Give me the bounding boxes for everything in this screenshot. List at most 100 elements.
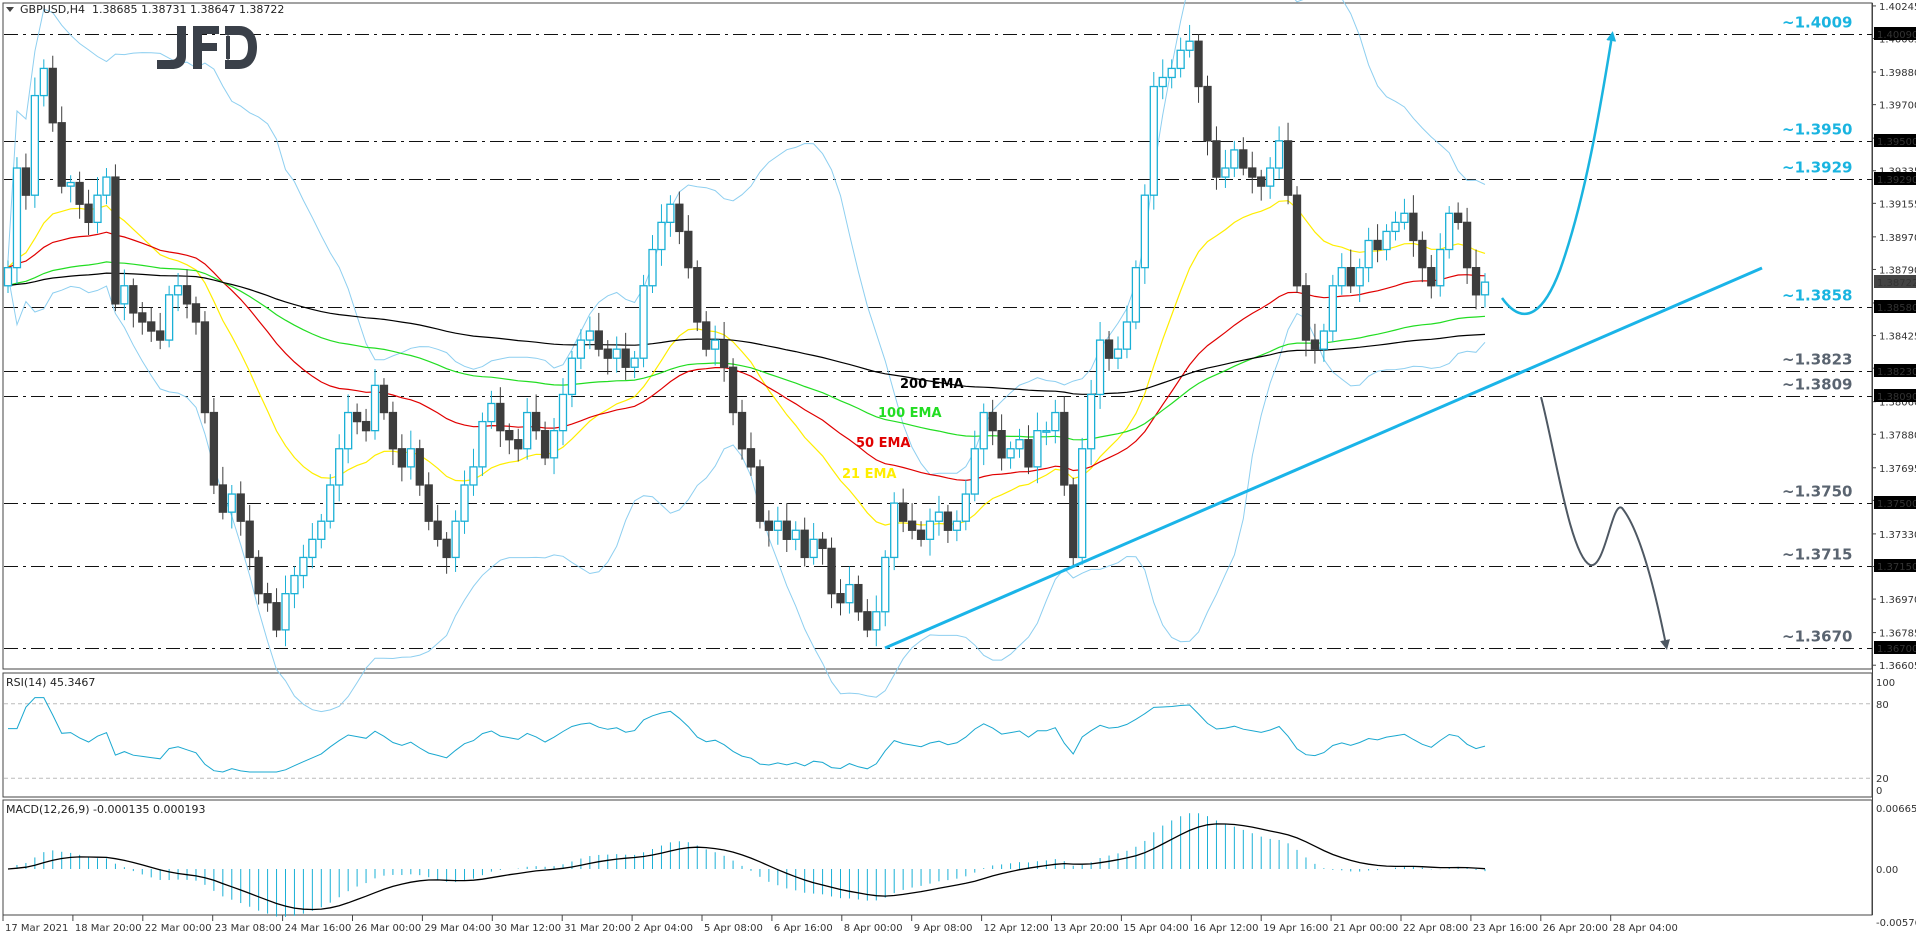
level-price-tag bbox=[1874, 172, 1916, 185]
candle-bear bbox=[84, 189, 93, 236]
time-tick: 9 Apr 08:00 bbox=[914, 923, 973, 934]
candle-bear bbox=[1069, 477, 1078, 567]
candle-bull bbox=[1176, 37, 1185, 78]
candle-bear bbox=[1060, 396, 1069, 496]
candle-bear bbox=[1427, 254, 1436, 299]
ema21-line bbox=[7, 200, 1486, 526]
candle-bear bbox=[1373, 224, 1382, 263]
candle-bear bbox=[800, 517, 809, 567]
candle-bear bbox=[1257, 169, 1266, 201]
candle-bull bbox=[460, 470, 469, 534]
candlesticks bbox=[3, 24, 1490, 647]
time-tick: 18 Mar 20:00 bbox=[75, 923, 142, 934]
candle-bear bbox=[1024, 425, 1033, 475]
candle-bull bbox=[1480, 273, 1490, 308]
candle-bull bbox=[1266, 157, 1275, 199]
rsi-indicator: 80 20 100 0 bbox=[4, 678, 1895, 797]
candle-bear bbox=[21, 153, 31, 210]
level-price-tag-text: 1.38580 bbox=[1877, 303, 1916, 314]
candle-bear bbox=[272, 588, 281, 638]
macd-tick: 0.006654 bbox=[1876, 804, 1916, 815]
candle-bull bbox=[970, 430, 979, 502]
rsi-tick: 0 bbox=[1876, 786, 1882, 797]
price-tick: 1.39700 bbox=[1879, 101, 1916, 112]
price-tick: 1.37330 bbox=[1879, 530, 1916, 541]
candle-bear bbox=[397, 434, 407, 482]
candle-bull bbox=[1400, 198, 1409, 230]
candle-bull bbox=[1337, 253, 1346, 295]
candle-bear bbox=[702, 311, 711, 357]
level-price-tag-text: 1.38230 bbox=[1877, 367, 1916, 378]
candle-bear bbox=[1409, 195, 1418, 257]
candle-bull bbox=[1230, 140, 1239, 178]
candle-bull bbox=[1015, 428, 1024, 458]
candle-bear bbox=[209, 398, 219, 495]
candle-bull bbox=[1319, 323, 1329, 362]
bollinger-upper bbox=[7, 0, 1486, 476]
candle-bull bbox=[1033, 412, 1042, 484]
price-tick: 1.36970 bbox=[1879, 595, 1916, 606]
candle-bear bbox=[854, 575, 863, 621]
candle-bear bbox=[245, 504, 254, 571]
level-label: ~1.3670 bbox=[1782, 628, 1852, 646]
candle-bull bbox=[845, 566, 854, 614]
time-tick: 22 Mar 00:00 bbox=[145, 923, 212, 934]
candle-bear bbox=[218, 466, 227, 520]
ema200-line bbox=[7, 272, 1486, 395]
candle-bear bbox=[263, 582, 272, 612]
level-price-tag bbox=[1874, 641, 1916, 654]
candle-bear bbox=[916, 521, 926, 547]
candle-bear bbox=[693, 260, 702, 332]
time-tick: 30 Mar 12:00 bbox=[494, 923, 561, 934]
macd-indicator: 0.006654 0.00 -0.005768 bbox=[7, 804, 1916, 929]
ema-label: 100 EMA bbox=[878, 406, 942, 421]
candle-bear bbox=[1310, 323, 1320, 364]
candle-bear bbox=[531, 394, 541, 440]
candle-bull bbox=[1221, 149, 1230, 188]
level-label: ~1.4009 bbox=[1782, 14, 1852, 32]
level-label: ~1.3809 bbox=[1782, 376, 1852, 394]
dropdown-triangle-icon[interactable] bbox=[6, 7, 14, 12]
candle-bear bbox=[728, 358, 738, 426]
time-tick: 31 Mar 20:00 bbox=[564, 923, 631, 934]
candle-bull bbox=[979, 403, 988, 466]
time-tick: 16 Apr 12:00 bbox=[1193, 923, 1258, 934]
candle-bull bbox=[952, 510, 962, 542]
candle-bull bbox=[1382, 224, 1391, 261]
price-tick: 1.40245 bbox=[1879, 2, 1916, 13]
candle-bear bbox=[236, 481, 245, 536]
horizontal-levels: ~1.4009 ~1.3950 ~1.3929 ~1.3858 ~1.3823 ~1.38… bbox=[4, 14, 1872, 649]
time-tick: 22 Apr 08:00 bbox=[1403, 923, 1468, 934]
macd-tick: -0.005768 bbox=[1876, 918, 1916, 929]
chart-header: GBPUSD,H4 1.38685 1.38731 1.38647 1.3872… bbox=[4, 3, 284, 16]
candle-bull bbox=[281, 575, 290, 647]
candle-bull bbox=[666, 195, 675, 237]
candle-bear bbox=[907, 503, 917, 540]
rsi-line bbox=[8, 697, 1486, 773]
rsi-tick: 20 bbox=[1876, 774, 1889, 785]
ema-lines: 200 EMA 100 EMA 50 EMA 21 EMA bbox=[7, 200, 1486, 526]
candle-bull bbox=[173, 273, 183, 312]
candle-bear bbox=[827, 537, 836, 609]
level-price-tag bbox=[1874, 389, 1916, 402]
price-tick: 1.39155 bbox=[1879, 199, 1916, 210]
level-price-tag-text: 1.38090 bbox=[1877, 392, 1916, 403]
candle-bear bbox=[764, 510, 774, 547]
support-trendline[interactable] bbox=[884, 266, 1763, 650]
candle-bull bbox=[881, 550, 890, 627]
candle-bear bbox=[1453, 202, 1463, 230]
candle-bull bbox=[1149, 72, 1158, 210]
candle-bull bbox=[630, 350, 639, 379]
level-price-tag bbox=[1874, 496, 1916, 509]
time-tick: 2 Apr 04:00 bbox=[634, 923, 693, 934]
candle-bear bbox=[505, 423, 514, 455]
level-label: ~1.3823 bbox=[1782, 351, 1852, 369]
time-tick: 6 Apr 16:00 bbox=[774, 923, 833, 934]
candle-bear bbox=[1239, 137, 1248, 176]
candle-bull bbox=[1113, 336, 1123, 370]
candle-bull bbox=[1274, 126, 1284, 179]
candle-bull bbox=[102, 168, 111, 205]
time-tick: 26 Mar 00:00 bbox=[355, 923, 422, 934]
candle-bull bbox=[1006, 441, 1015, 469]
